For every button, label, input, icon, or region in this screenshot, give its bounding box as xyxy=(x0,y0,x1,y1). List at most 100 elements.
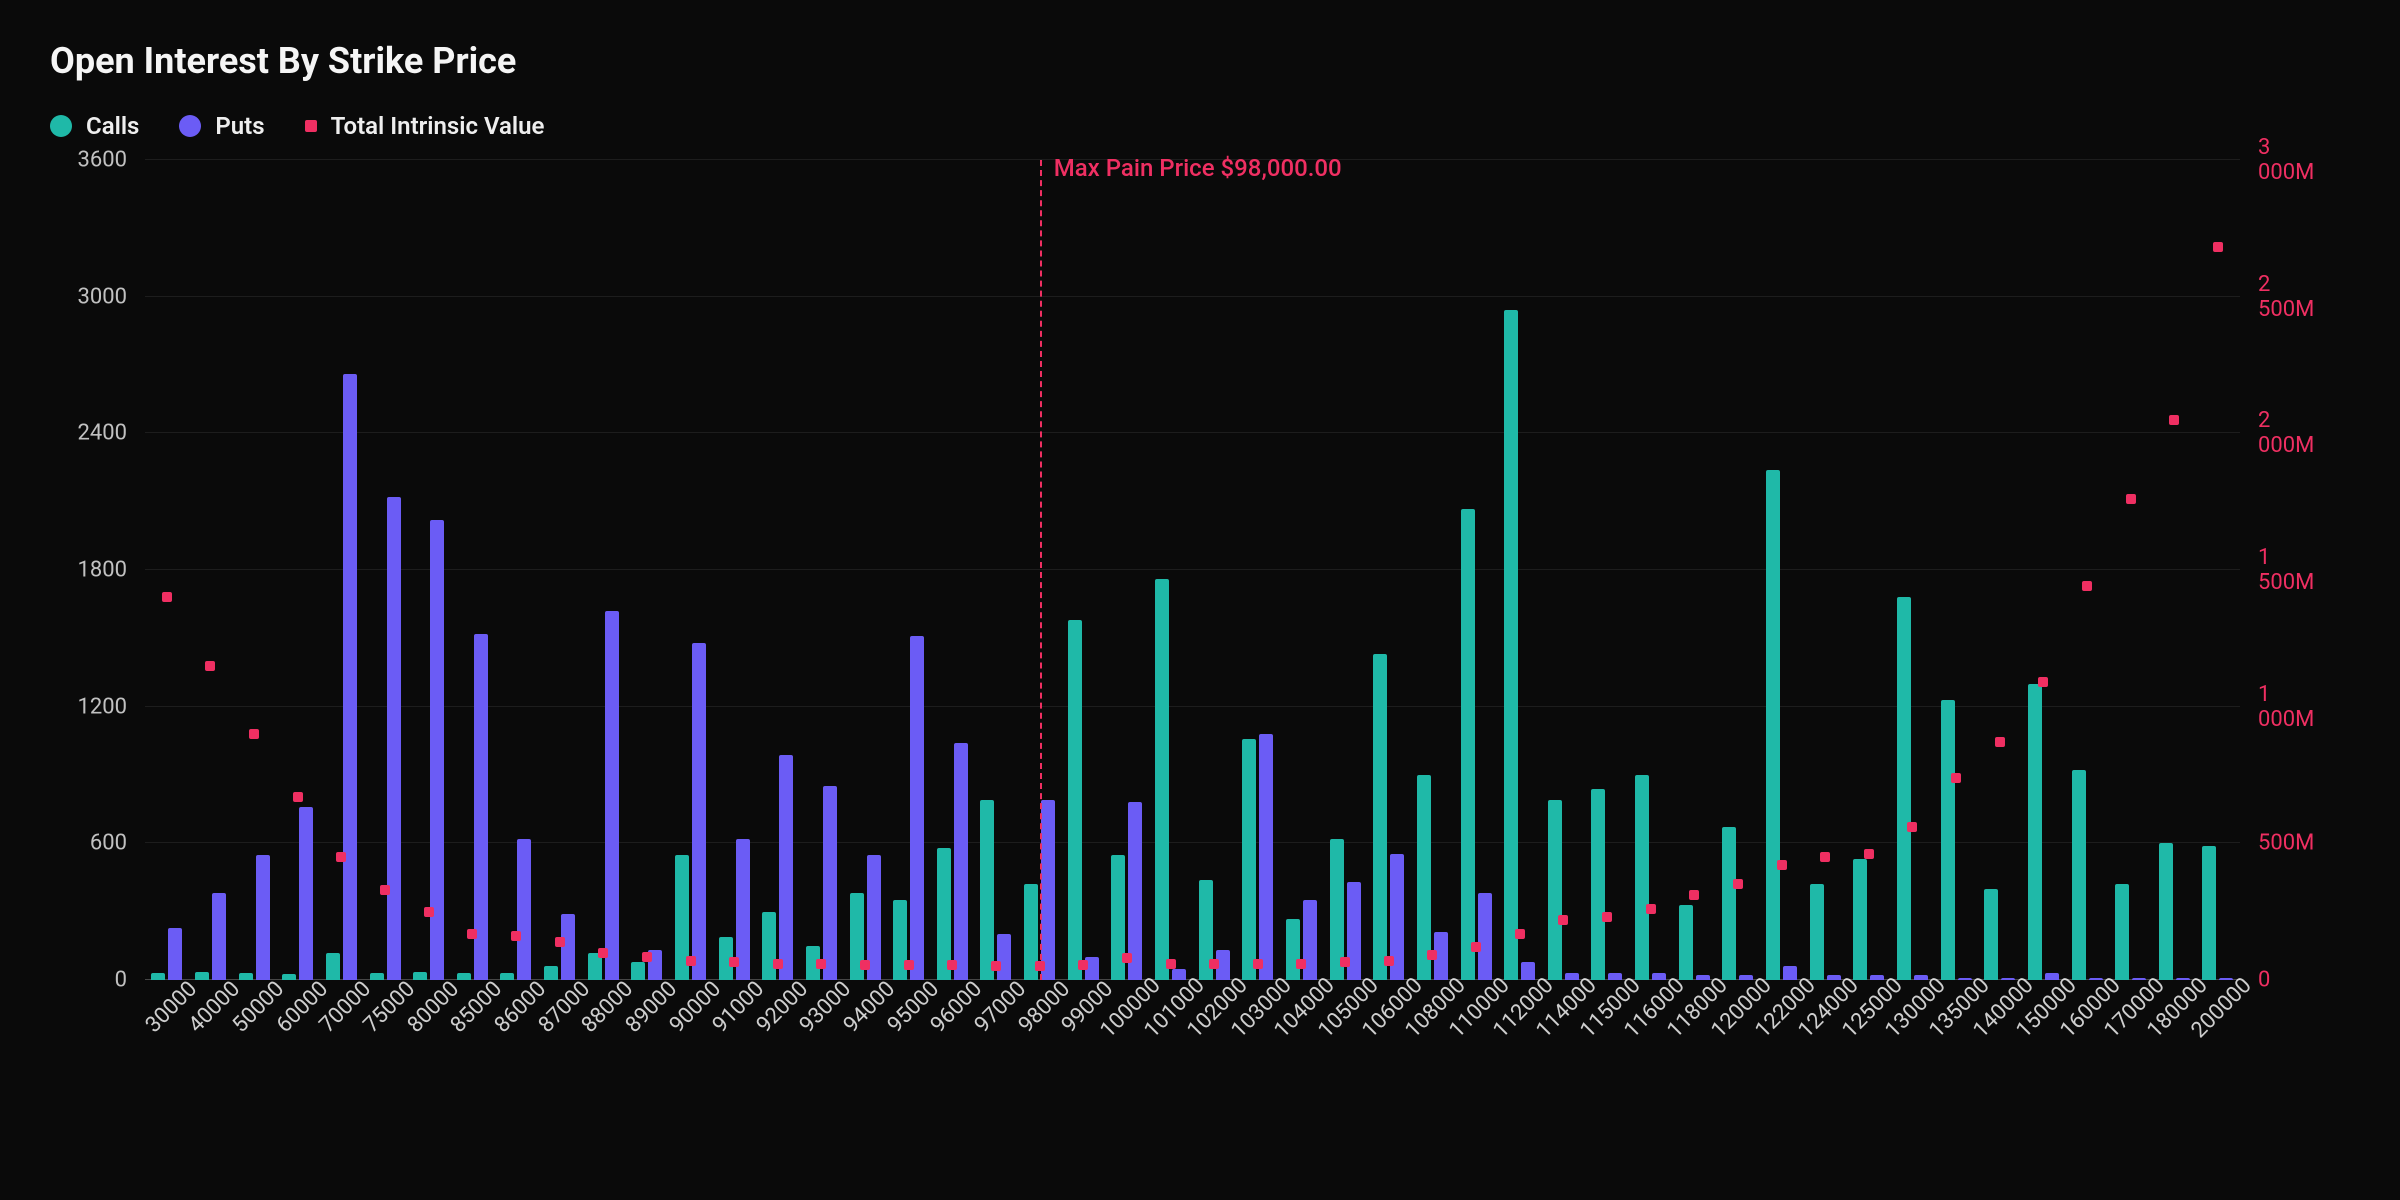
intrinsic-value-point[interactable] xyxy=(1253,959,1263,969)
bar-group[interactable] xyxy=(1323,160,1367,980)
calls-bar[interactable] xyxy=(1679,905,1693,980)
calls-bar[interactable] xyxy=(1286,919,1300,981)
bar-group[interactable] xyxy=(669,160,713,980)
calls-bar[interactable] xyxy=(239,973,253,980)
intrinsic-value-point[interactable] xyxy=(293,792,303,802)
bar-group[interactable] xyxy=(1236,160,1280,980)
bar-group[interactable] xyxy=(625,160,669,980)
intrinsic-value-point[interactable] xyxy=(1558,915,1568,925)
bar-group[interactable] xyxy=(232,160,276,980)
puts-bar[interactable] xyxy=(1783,966,1797,980)
calls-bar[interactable] xyxy=(2072,770,2086,980)
calls-bar[interactable] xyxy=(151,973,165,980)
puts-bar[interactable] xyxy=(1041,800,1055,980)
puts-bar[interactable] xyxy=(1521,962,1535,980)
bar-group[interactable] xyxy=(2109,160,2153,980)
bar-group[interactable] xyxy=(1760,160,1804,980)
intrinsic-value-point[interactable] xyxy=(205,661,215,671)
intrinsic-value-point[interactable] xyxy=(1471,942,1481,952)
calls-bar[interactable] xyxy=(631,962,645,980)
intrinsic-value-point[interactable] xyxy=(467,929,477,939)
calls-bar[interactable] xyxy=(1548,800,1562,980)
intrinsic-value-point[interactable] xyxy=(1209,959,1219,969)
intrinsic-value-point[interactable] xyxy=(2082,581,2092,591)
intrinsic-value-point[interactable] xyxy=(1427,950,1437,960)
bar-group[interactable] xyxy=(1192,160,1236,980)
calls-bar[interactable] xyxy=(1417,775,1431,980)
calls-bar[interactable] xyxy=(1242,739,1256,980)
bar-group[interactable] xyxy=(2196,160,2240,980)
intrinsic-value-point[interactable] xyxy=(511,931,521,941)
bar-group[interactable] xyxy=(581,160,625,980)
intrinsic-value-point[interactable] xyxy=(2126,494,2136,504)
calls-bar[interactable] xyxy=(2202,846,2216,980)
intrinsic-value-point[interactable] xyxy=(598,948,608,958)
calls-bar[interactable] xyxy=(980,800,994,980)
calls-bar[interactable] xyxy=(1722,827,1736,980)
calls-bar[interactable] xyxy=(1155,579,1169,980)
bar-group[interactable] xyxy=(1585,160,1629,980)
bar-group[interactable] xyxy=(2022,160,2066,980)
intrinsic-value-point[interactable] xyxy=(380,885,390,895)
puts-bar[interactable] xyxy=(605,611,619,980)
calls-bar[interactable] xyxy=(1984,889,1998,980)
calls-bar[interactable] xyxy=(1766,470,1780,980)
intrinsic-value-point[interactable] xyxy=(1078,960,1088,970)
puts-bar[interactable] xyxy=(212,893,226,980)
calls-bar[interactable] xyxy=(413,972,427,980)
calls-bar[interactable] xyxy=(1373,654,1387,980)
calls-bar[interactable] xyxy=(500,973,514,980)
intrinsic-value-point[interactable] xyxy=(162,592,172,602)
bar-group[interactable] xyxy=(800,160,844,980)
intrinsic-value-point[interactable] xyxy=(729,957,739,967)
calls-bar[interactable] xyxy=(1810,884,1824,980)
bar-group[interactable] xyxy=(1629,160,1673,980)
intrinsic-value-point[interactable] xyxy=(555,937,565,947)
bar-group[interactable] xyxy=(1498,160,1542,980)
calls-bar[interactable] xyxy=(1635,775,1649,980)
calls-bar[interactable] xyxy=(2159,843,2173,980)
bar-group[interactable] xyxy=(2065,160,2109,980)
puts-bar[interactable] xyxy=(1478,893,1492,980)
puts-bar[interactable] xyxy=(299,807,313,980)
bar-group[interactable] xyxy=(450,160,494,980)
puts-bar[interactable] xyxy=(954,743,968,980)
bar-group[interactable] xyxy=(538,160,582,980)
bar-group[interactable] xyxy=(1454,160,1498,980)
puts-bar[interactable] xyxy=(910,636,924,980)
puts-bar[interactable] xyxy=(692,643,706,980)
puts-bar[interactable] xyxy=(1172,969,1186,980)
calls-bar[interactable] xyxy=(1941,700,1955,980)
intrinsic-value-point[interactable] xyxy=(1340,957,1350,967)
bar-group[interactable] xyxy=(887,160,931,980)
intrinsic-value-point[interactable] xyxy=(1384,956,1394,966)
bar-group[interactable] xyxy=(1105,160,1149,980)
intrinsic-value-point[interactable] xyxy=(773,959,783,969)
intrinsic-value-point[interactable] xyxy=(1515,929,1525,939)
legend-item-calls[interactable]: Calls xyxy=(50,112,139,140)
intrinsic-value-point[interactable] xyxy=(947,960,957,970)
intrinsic-value-point[interactable] xyxy=(1820,852,1830,862)
intrinsic-value-point[interactable] xyxy=(424,907,434,917)
bar-group[interactable] xyxy=(145,160,189,980)
intrinsic-value-point[interactable] xyxy=(991,961,1001,971)
calls-bar[interactable] xyxy=(195,972,209,980)
bar-group[interactable] xyxy=(843,160,887,980)
calls-bar[interactable] xyxy=(544,966,558,980)
calls-bar[interactable] xyxy=(762,912,776,980)
puts-bar[interactable] xyxy=(561,914,575,980)
bar-group[interactable] xyxy=(931,160,975,980)
bar-group[interactable] xyxy=(1891,160,1935,980)
bar-group[interactable] xyxy=(1367,160,1411,980)
puts-bar[interactable] xyxy=(823,786,837,980)
calls-bar[interactable] xyxy=(1461,509,1475,981)
intrinsic-value-point[interactable] xyxy=(686,956,696,966)
puts-bar[interactable] xyxy=(779,755,793,981)
bar-group[interactable] xyxy=(189,160,233,980)
intrinsic-value-point[interactable] xyxy=(1733,879,1743,889)
intrinsic-value-point[interactable] xyxy=(2038,677,2048,687)
bar-group[interactable] xyxy=(320,160,364,980)
intrinsic-value-point[interactable] xyxy=(1777,860,1787,870)
bar-group[interactable] xyxy=(712,160,756,980)
bar-group[interactable] xyxy=(1280,160,1324,980)
